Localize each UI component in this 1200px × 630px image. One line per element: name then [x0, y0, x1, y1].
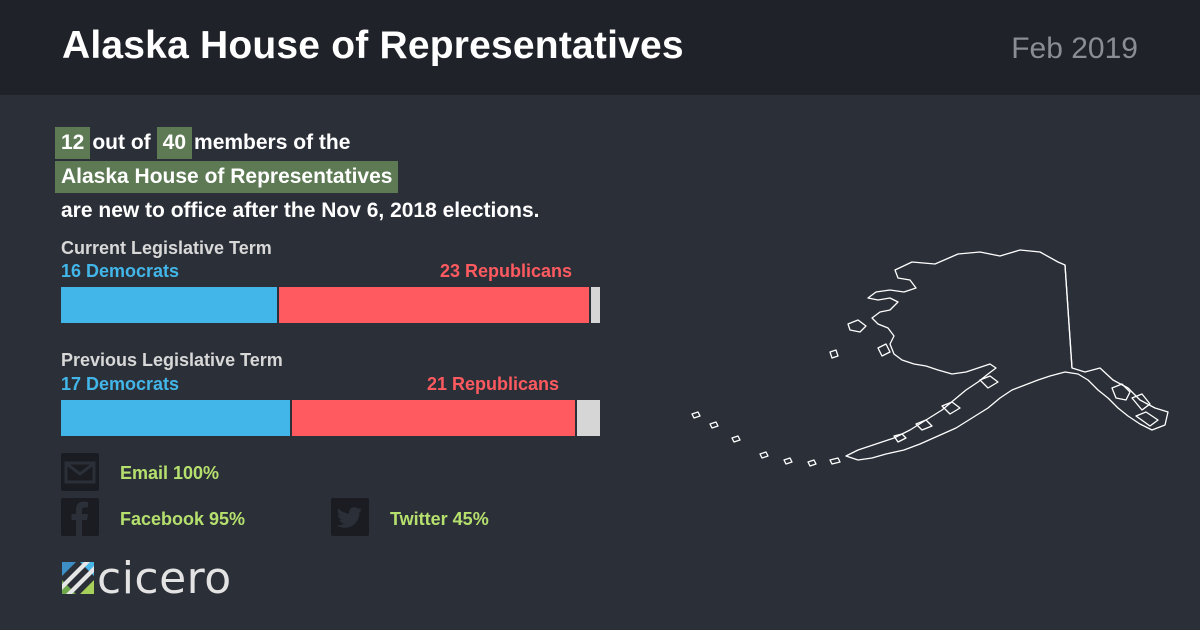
previous-term-label: Previous Legislative Term — [61, 350, 283, 370]
headline: 12 out of 40 members of the Alaska House of… — [55, 126, 540, 228]
headline-connector-1: out of — [92, 131, 151, 154]
previous-other-segment — [577, 400, 600, 436]
facebook-stat: Facebook 95% — [120, 509, 246, 529]
current-term-bar — [61, 287, 600, 323]
chamber-name: Alaska House of Representatives — [55, 161, 399, 193]
twitter-stat: Twitter 45% — [390, 509, 489, 529]
current-democrats-segment — [61, 287, 279, 323]
previous-term-bar — [61, 400, 600, 436]
facebook-icon — [61, 498, 99, 536]
previous-republicans-segment — [292, 400, 578, 436]
header-bar: Alaska House of Representatives Feb 2019 — [0, 0, 1200, 95]
headline-line-3: are new to office after the Nov 6, 2018 … — [61, 199, 540, 222]
previous-democrats-label: 17 Democrats — [61, 374, 180, 394]
current-republicans-segment — [278, 287, 591, 323]
headline-connector-2: members of the — [194, 131, 351, 154]
alaska-map — [691, 249, 1169, 467]
twitter-icon — [331, 498, 369, 536]
current-democrats-label: 16 Democrats — [61, 261, 180, 281]
current-republicans-label: 23 Republicans — [440, 261, 573, 281]
new-member-count: 12 — [55, 127, 91, 159]
email-stat: Email 100% — [120, 463, 220, 483]
current-other-segment — [590, 287, 600, 323]
cicero-wordmark: cicero — [97, 553, 232, 604]
date-label: Feb 2019 — [1011, 32, 1138, 65]
previous-democrats-segment — [61, 400, 293, 436]
page-title: Alaska House of Representatives — [62, 24, 684, 67]
headline-line-2: Alaska House of Representatives — [55, 160, 540, 194]
previous-republicans-label: 21 Republicans — [427, 374, 560, 394]
envelope-icon — [61, 453, 99, 491]
headline-line-1: 12 out of 40 members of the — [55, 126, 540, 160]
cicero-logo-icon — [62, 562, 94, 594]
total-member-count: 40 — [156, 127, 193, 159]
current-term-label: Current Legislative Term — [61, 238, 272, 258]
